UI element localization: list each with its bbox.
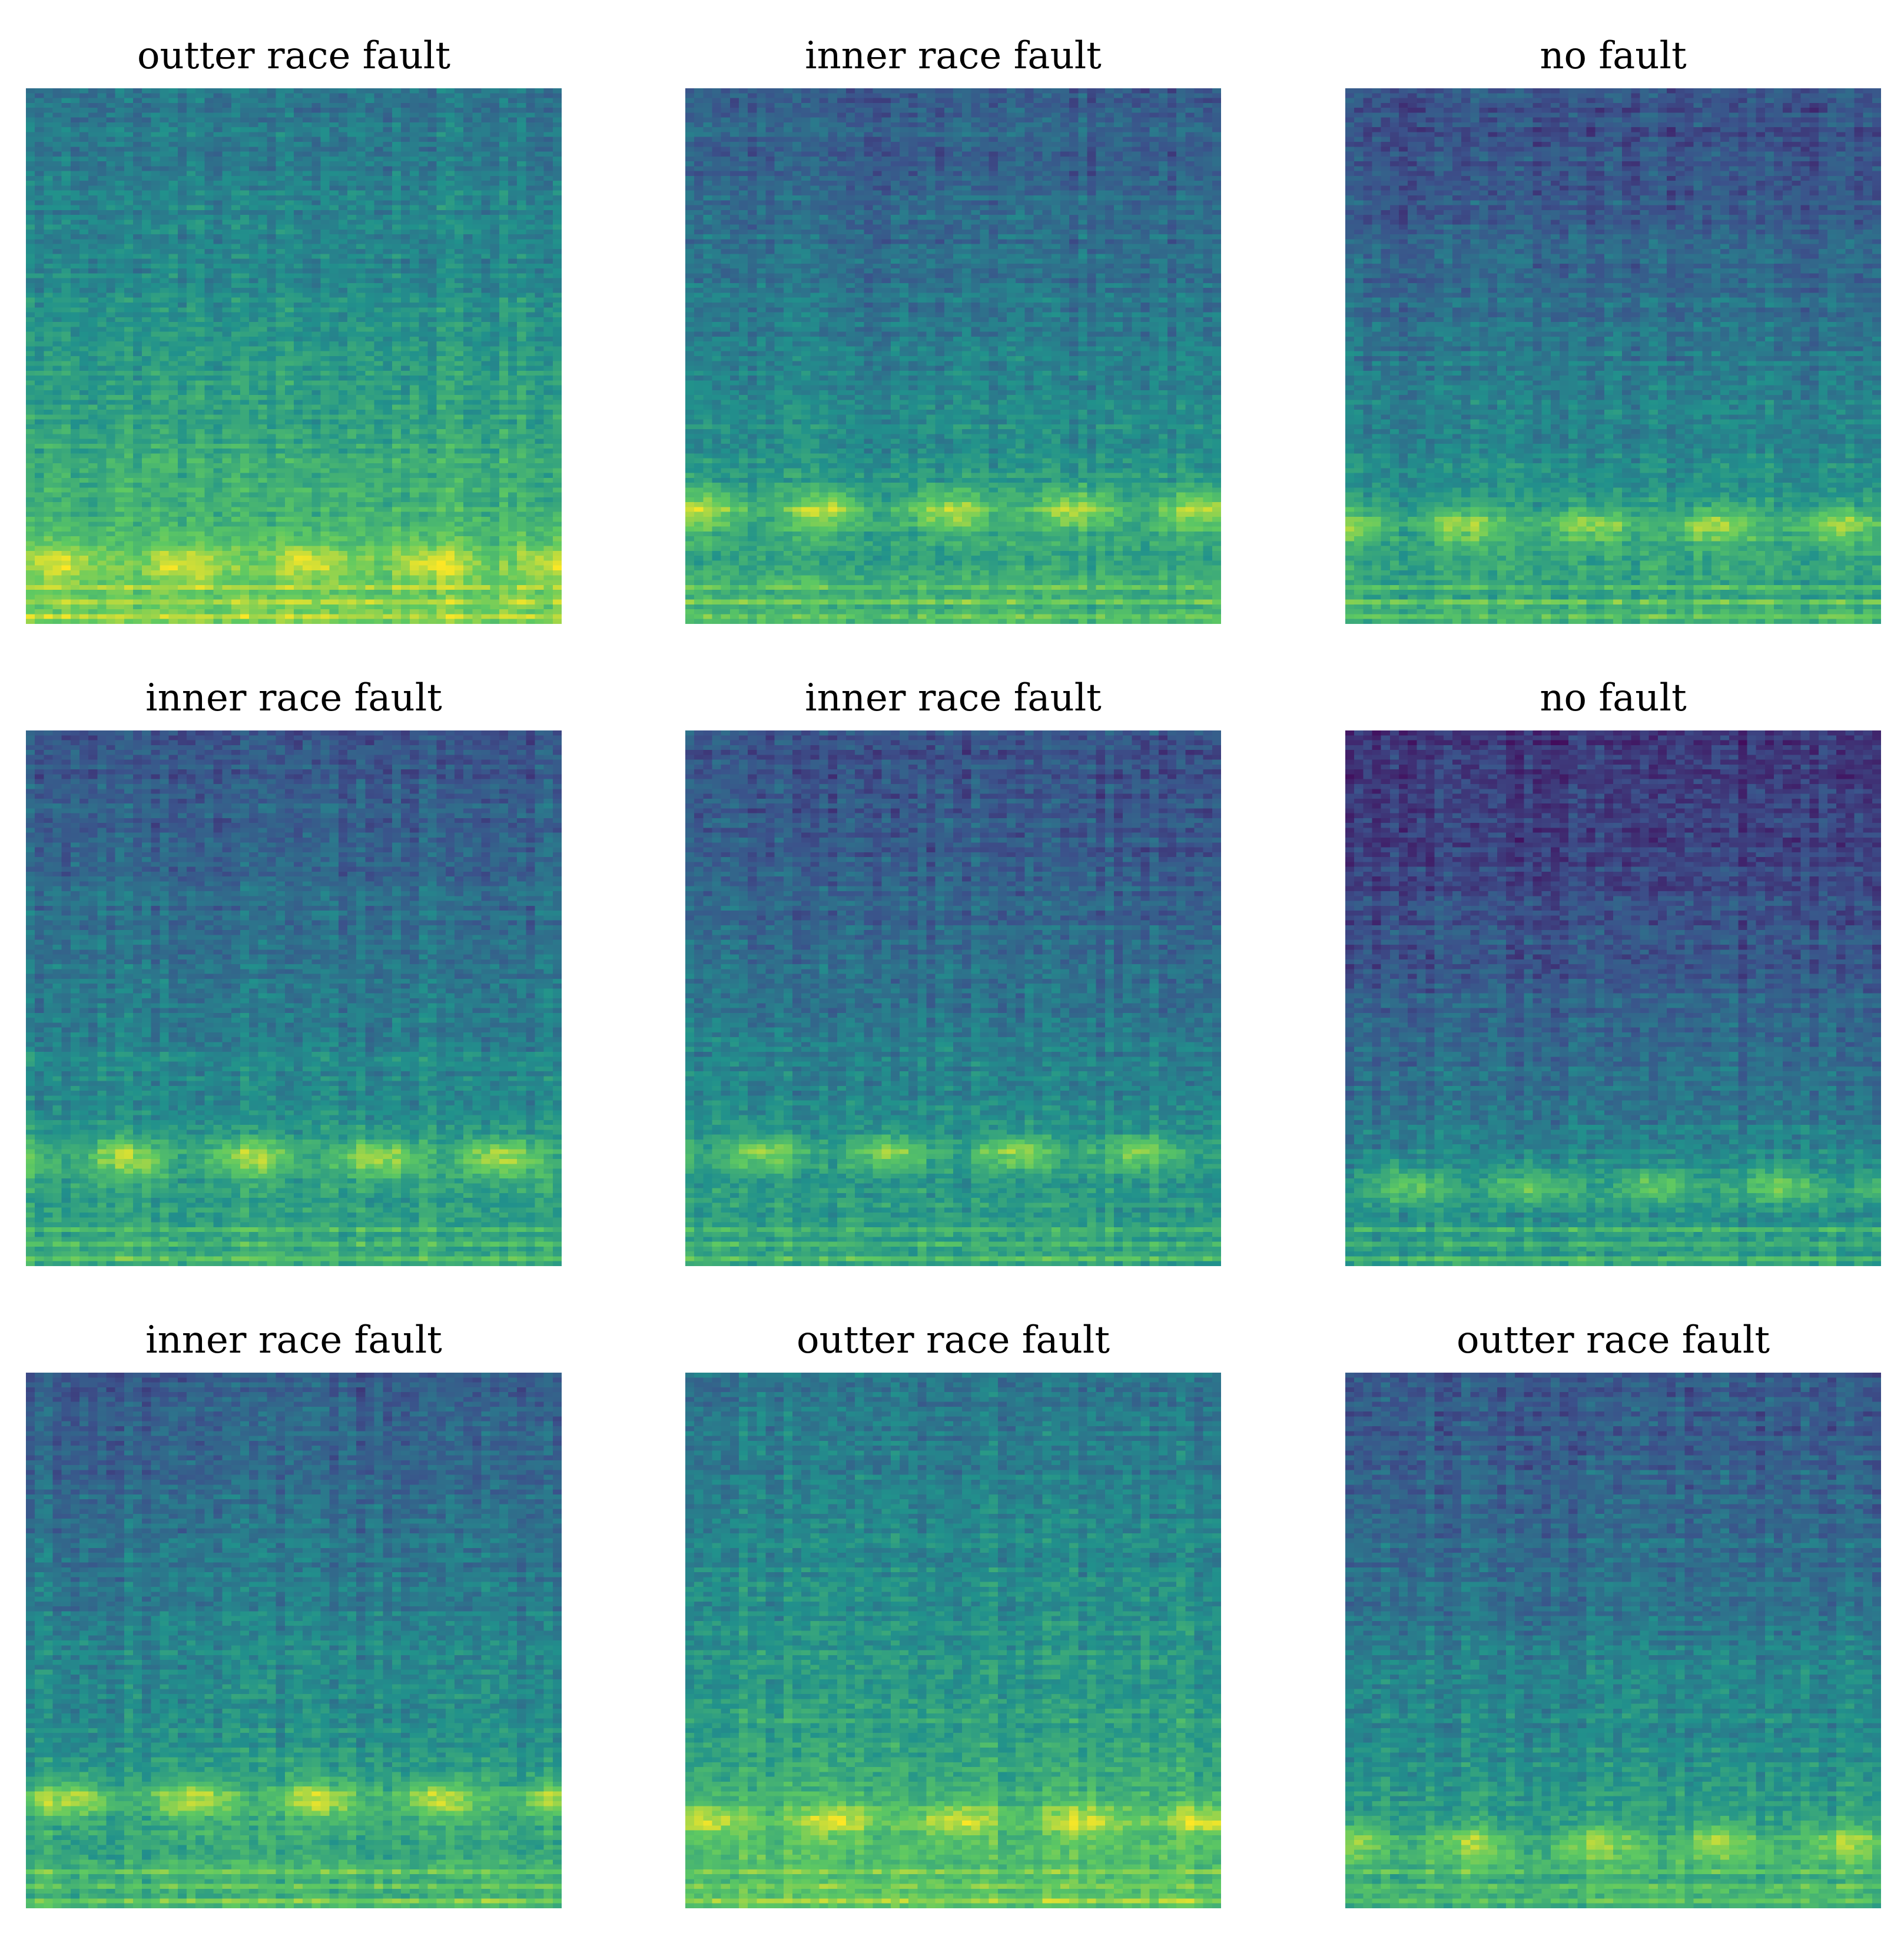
spectrogram-image <box>1345 730 1881 1266</box>
spectrogram-image <box>685 1373 1221 1908</box>
panel-title: inner race fault <box>145 1318 442 1362</box>
panel-title: outter race fault <box>1456 1318 1770 1362</box>
spectrogram-image <box>685 730 1221 1266</box>
spectrogram-image <box>1345 1373 1881 1908</box>
panel-title: inner race fault <box>805 34 1102 78</box>
panel-title: inner race fault <box>145 676 442 720</box>
spectrogram-image <box>685 88 1221 624</box>
panel-title: no fault <box>1540 34 1687 78</box>
spectrogram-image <box>26 88 562 624</box>
panel-title: inner race fault <box>805 676 1102 720</box>
spectrogram-image <box>26 730 562 1266</box>
panel-title: no fault <box>1540 676 1687 720</box>
panel-title: outter race fault <box>137 34 451 78</box>
spectrogram-image <box>1345 88 1881 624</box>
spectrogram-image <box>26 1373 562 1908</box>
panel-title: outter race fault <box>796 1318 1110 1362</box>
